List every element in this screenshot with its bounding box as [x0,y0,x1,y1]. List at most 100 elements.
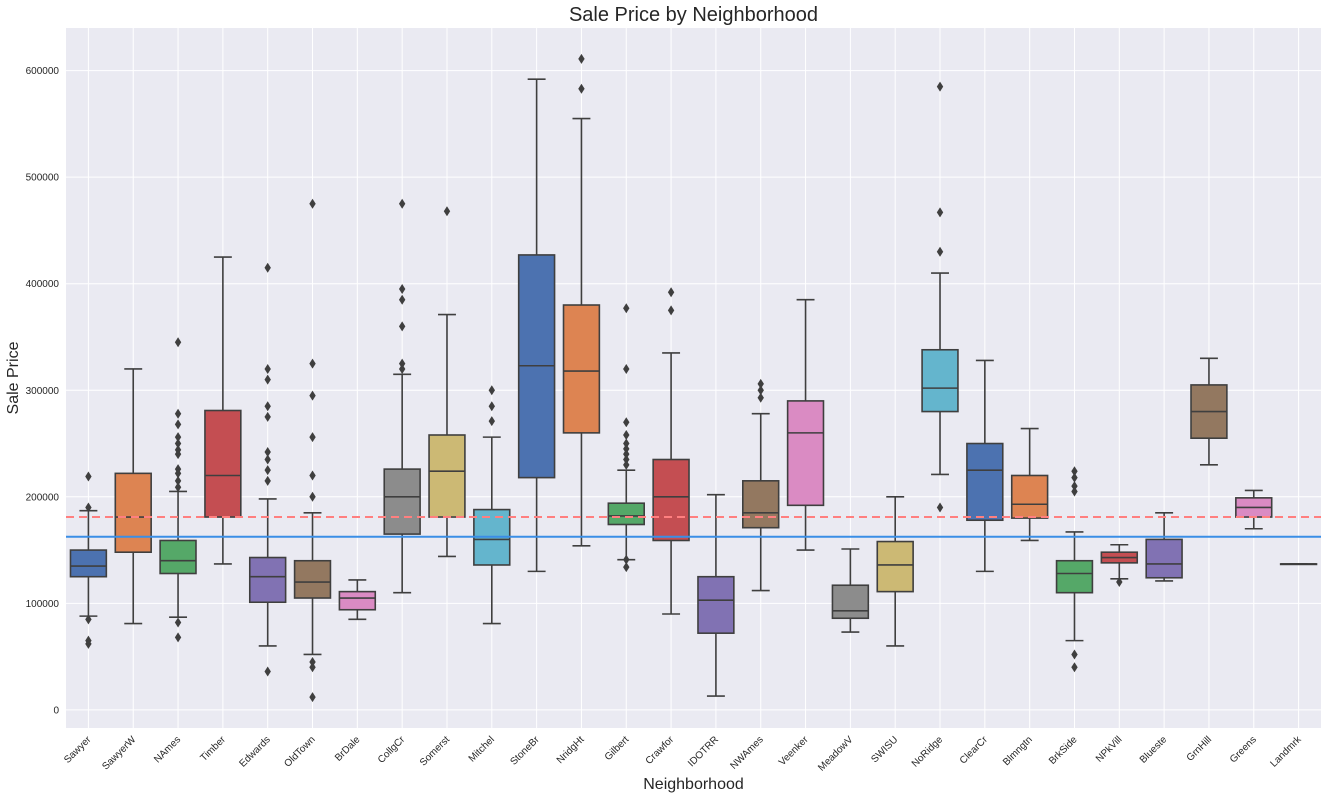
box-sawyer [69,471,108,649]
outlier-point [443,206,451,217]
outlier-point [1071,466,1078,477]
iqr-box [607,502,645,526]
outlier-point [757,385,764,396]
y-tick-labels: 0 100000 200000 300000 400000 500000 600000 [26,66,60,716]
box-noridge [921,81,959,513]
x-tick-labels: Sawyer SawyerW NAmes Timber Edwards OldTown Br… [62,734,1304,774]
outlier-point [309,358,316,369]
box-crawfor [652,287,690,615]
x-tick-label: NAmes [152,734,183,765]
outlier-point [578,83,585,94]
iqr-box [248,556,287,604]
x-tick-label: Mitchel [467,734,497,764]
outlier-point [174,468,182,479]
box-stonebr [517,78,556,573]
outlier-point [1071,649,1078,660]
outlier-point [264,465,271,476]
box-oldtown [293,198,332,703]
outlier-point [623,438,630,449]
x-tick-label: StoneBr [508,734,542,768]
iqr-box [293,559,332,599]
iqr-box [159,539,197,575]
outlier-point [174,632,182,643]
x-tick-label: Sawyer [62,734,94,766]
outlier-point [264,363,271,374]
x-tick-label: NoRidge [910,734,946,770]
x-tick-label: Edwards [238,734,273,769]
iqr-box [831,584,870,620]
outlier-point [1071,486,1078,497]
outlier-point [623,363,630,374]
iqr-box [562,304,601,434]
outlier-point [623,554,630,565]
outlier-point [174,438,182,449]
outlier-point [264,262,271,273]
outlier-point [757,392,764,403]
x-tick-label: Blueste [1138,734,1170,766]
x-tick-label: Landmrk [1268,734,1304,770]
box-somerst [428,206,466,558]
y-tick-label: 600000 [26,66,60,77]
iqr-box [1145,538,1183,579]
boxes-layer [69,53,1318,703]
x-tick-label: SawyerW [100,734,138,772]
outlier-point [174,337,182,348]
outlier-point [174,432,182,443]
iqr-box [428,434,466,518]
iqr-box [114,472,152,554]
outlier-point [1071,481,1078,492]
box-blmngtn [1010,427,1049,542]
outlier-point [667,287,675,298]
x-tick-label: IDOTRR [686,734,721,769]
y-tick-label: 500000 [26,173,60,184]
box-collgcr [383,198,421,594]
box-landmrk [1279,563,1318,566]
outlier-point [309,432,316,443]
outlier-point [174,617,182,628]
outlier-point [398,358,406,369]
x-tick-label: BrkSide [1047,734,1080,767]
x-tick-label: Veenker [777,734,811,768]
iqr-box [204,409,242,518]
iqr-box [742,480,780,529]
outlier-point [667,305,675,316]
outlier-point [174,419,182,430]
x-tick-label: Crawfor [644,734,677,767]
x-tick-label: ClearCr [958,734,991,767]
outlier-point [85,502,92,513]
box-edwards [248,262,287,677]
outlier-point [623,562,630,573]
box-brkside [1055,466,1094,673]
outlier-point [623,303,630,314]
box-idotrr [697,493,735,697]
box-nwames [742,378,780,592]
outlier-point [398,321,406,332]
x-tick-label: NPkVill [1094,734,1124,764]
outlier-point [623,443,630,454]
box-meadowv [831,548,870,633]
outlier-point [264,411,271,422]
x-tick-label: SWISU [869,734,900,765]
box-nridght [562,53,601,547]
x-tick-label: Blmngtn [1001,734,1035,768]
outlier-point [309,692,316,703]
outlier-point [309,656,316,667]
outlier-point [623,430,630,441]
outlier-point [174,408,182,419]
iqr-box [338,590,377,611]
outlier-point [264,475,271,486]
outlier-point [488,385,496,396]
y-tick-label: 100000 [26,599,60,610]
x-tick-label: Timber [198,734,228,764]
box-grnhill [1190,357,1228,466]
outlier-point [936,81,944,92]
y-axis-label: Sale Price [5,341,22,414]
iqr-box [786,400,825,507]
outlier-point [398,363,406,374]
box-blueste [1145,511,1183,582]
reference-lines [66,516,1321,538]
y-tick-label: 400000 [26,279,60,290]
outlier-point [309,491,316,502]
iqr-box [697,575,735,634]
